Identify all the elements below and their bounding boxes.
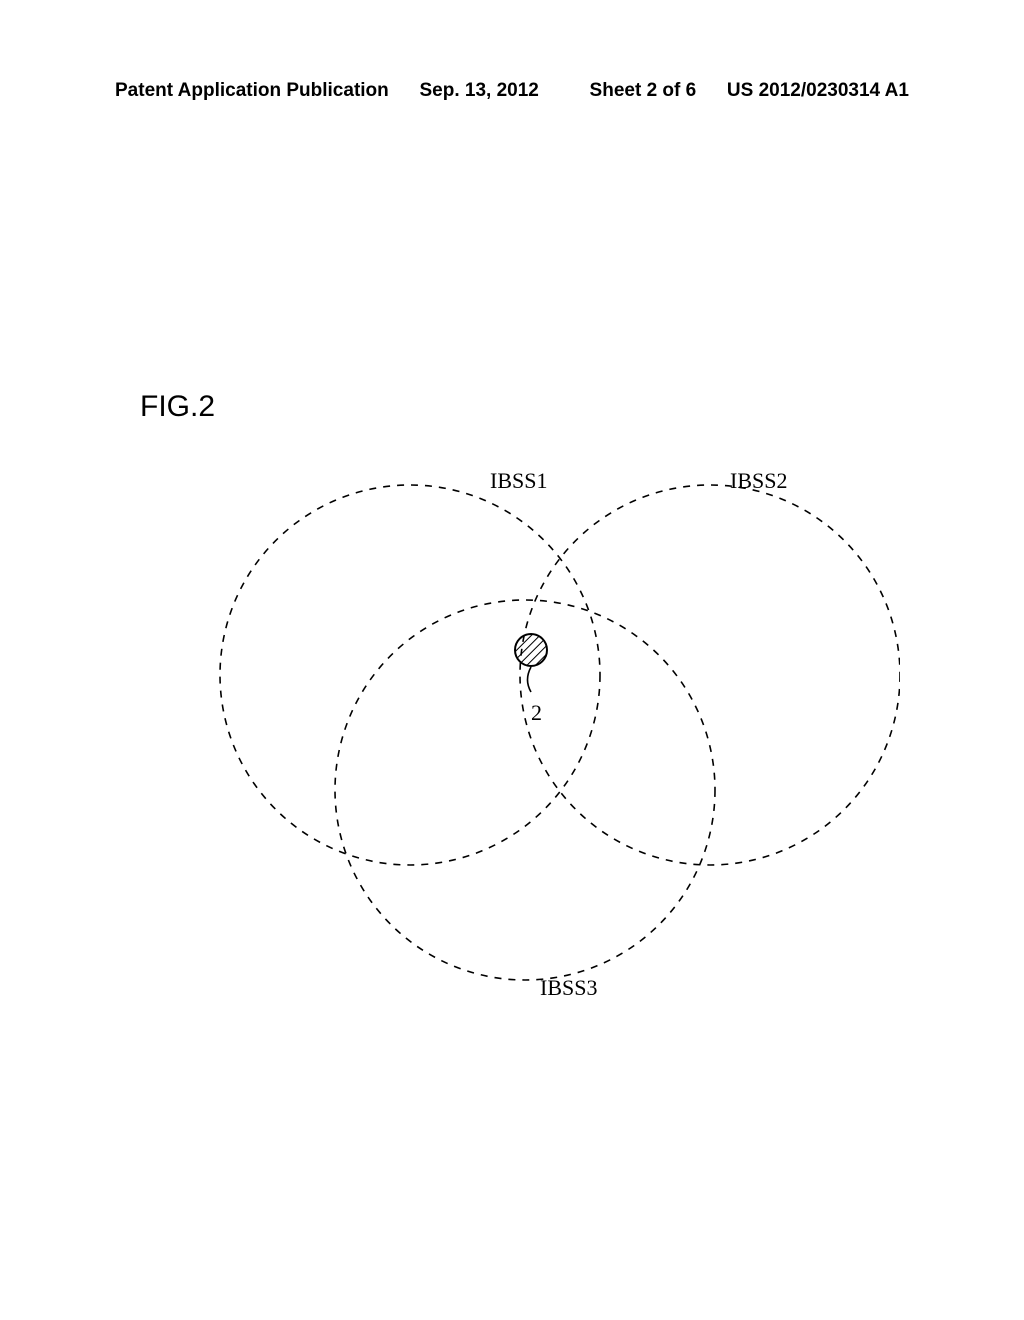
- label-ibss3: IBSS3: [540, 975, 597, 1001]
- label-ibss1: IBSS1: [490, 468, 547, 494]
- label-ibss2: IBSS2: [730, 468, 787, 494]
- node-circle: [515, 634, 547, 666]
- header-docnum: US 2012/0230314 A1: [727, 80, 909, 102]
- node-leader-line: [528, 667, 532, 692]
- venn-diagram: [180, 460, 900, 1000]
- figure-label: FIG.2: [140, 390, 215, 424]
- header-date: Sep. 13, 2012: [419, 80, 538, 102]
- header-sheet: Sheet 2 of 6: [590, 80, 697, 102]
- header-publication: Patent Application Publication: [115, 80, 389, 102]
- diagram-container: IBSS1 IBSS2 IBSS3 2: [180, 460, 900, 1000]
- node-label: 2: [531, 700, 542, 726]
- circle-ibss1: [220, 485, 600, 865]
- circle-ibss2: [520, 485, 900, 865]
- page-header: Patent Application Publication Sep. 13, …: [0, 80, 1024, 102]
